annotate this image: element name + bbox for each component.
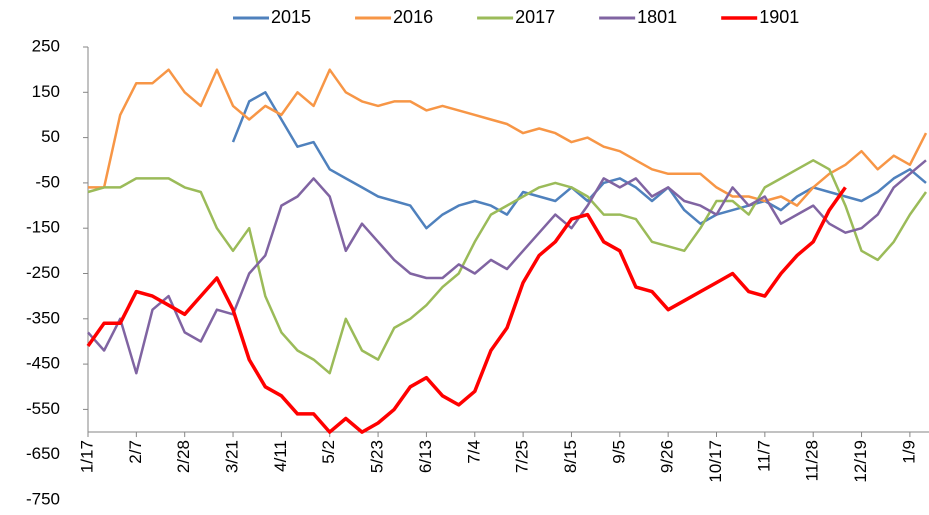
legend-label: 1801 (637, 7, 677, 27)
series-line (87, 159, 927, 375)
x-tick-label: 3/21 (223, 440, 242, 473)
series-line (87, 159, 928, 375)
x-tick-label: 11/7 (754, 440, 773, 472)
x-tick-label: 11/28 (803, 440, 822, 481)
y-tick-label: -250 (26, 263, 60, 282)
x-tick-label: 2/28 (174, 440, 193, 473)
legend-label: 2017 (515, 7, 555, 27)
y-tick-label: -450 (26, 354, 60, 373)
y-tick-label: 50 (41, 127, 60, 146)
x-tick-label: 1/17 (77, 440, 96, 473)
series-line (231, 91, 927, 230)
x-tick-label: 6/13 (416, 440, 435, 473)
y-tick-label: -650 (26, 444, 60, 463)
y-tick-label: -150 (26, 218, 60, 237)
y-tick-label: 250 (32, 36, 60, 55)
x-tick-label: 12/19 (851, 440, 870, 483)
series-line (88, 68, 928, 207)
x-tick-label: 10/17 (706, 440, 725, 483)
y-tick-label: -550 (26, 399, 60, 418)
x-tick-label: 1/9 (899, 440, 918, 464)
x-tick-label: 5/23 (368, 440, 387, 473)
series-line (86, 186, 847, 434)
x-tick-label: 7/4 (464, 440, 483, 464)
y-tick-label: -750 (26, 489, 60, 508)
legend-label: 2015 (271, 7, 311, 27)
y-tick-label: -50 (35, 172, 60, 191)
y-tick-label: 150 (32, 82, 60, 101)
x-tick-label: 5/2 (319, 440, 338, 464)
legend-label: 2016 (393, 7, 433, 27)
x-tick-label: 8/15 (561, 440, 580, 473)
x-tick-label: 7/25 (513, 440, 532, 473)
x-tick-label: 2/7 (126, 440, 145, 464)
y-tick-label: -350 (26, 308, 60, 327)
legend-label: 1901 (759, 7, 799, 27)
x-tick-label: 4/11 (271, 440, 290, 472)
x-tick-label: 9/5 (609, 440, 628, 464)
x-tick-label: 9/26 (658, 440, 677, 473)
